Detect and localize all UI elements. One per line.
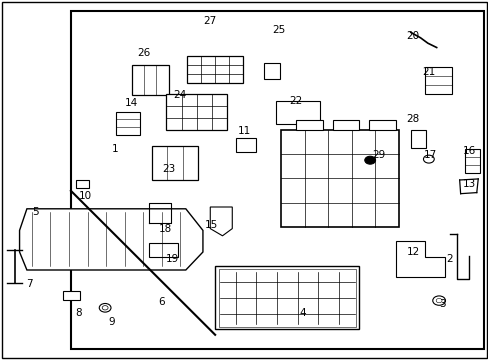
Bar [276, 101, 320, 124]
Bar [332, 120, 359, 130]
Bar [62, 291, 80, 300]
Text: 15: 15 [204, 220, 218, 230]
Text: 13: 13 [462, 179, 475, 189]
Bar [71, 11, 483, 349]
Bar [235, 138, 256, 152]
Bar [151, 146, 198, 180]
Text: 3: 3 [438, 299, 445, 309]
Bar [149, 243, 178, 257]
Bar [132, 65, 168, 95]
Bar [264, 63, 279, 79]
Bar [410, 130, 426, 148]
Bar [186, 56, 243, 83]
Polygon shape [395, 241, 444, 277]
Bar [166, 94, 227, 130]
Bar [295, 120, 322, 130]
Bar [368, 120, 395, 130]
Bar [219, 269, 355, 327]
Bar [76, 180, 89, 188]
Text: 28: 28 [406, 114, 419, 124]
Text: 21: 21 [422, 67, 435, 77]
Text: 14: 14 [124, 98, 138, 108]
Text: 11: 11 [237, 126, 251, 136]
Text: 16: 16 [462, 146, 475, 156]
Text: 19: 19 [165, 254, 179, 264]
Text: 18: 18 [158, 224, 172, 234]
Bar [116, 112, 140, 135]
Polygon shape [20, 209, 203, 270]
Text: 12: 12 [406, 247, 419, 257]
Text: 24: 24 [173, 90, 186, 100]
Text: 2: 2 [446, 254, 452, 264]
Text: 7: 7 [26, 279, 33, 289]
Text: 22: 22 [289, 96, 303, 106]
Text: 29: 29 [371, 150, 385, 160]
Text: 23: 23 [162, 164, 175, 174]
Text: 6: 6 [158, 297, 164, 307]
Bar [425, 67, 451, 94]
Text: 27: 27 [203, 16, 217, 26]
Polygon shape [210, 207, 232, 236]
Circle shape [364, 156, 375, 164]
Bar [281, 130, 398, 227]
Bar [464, 149, 479, 173]
Bar [215, 266, 359, 329]
Text: 4: 4 [299, 308, 306, 318]
Text: 8: 8 [75, 308, 81, 318]
Text: 17: 17 [423, 150, 436, 160]
Text: 5: 5 [32, 207, 39, 217]
Text: 9: 9 [108, 317, 115, 327]
Text: 26: 26 [137, 48, 151, 58]
Text: 25: 25 [271, 24, 285, 35]
Text: 1: 1 [111, 144, 118, 154]
Text: 10: 10 [79, 191, 92, 201]
Text: 20: 20 [406, 31, 419, 41]
